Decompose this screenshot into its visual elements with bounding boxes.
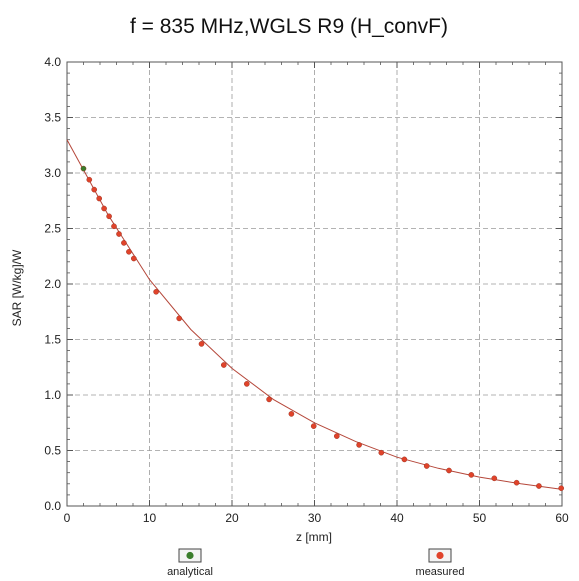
measured-point [101,205,107,212]
x-tick-label: 10 [143,511,157,525]
measured-point [116,231,122,237]
measured-point [106,213,112,220]
y-tick-label: 4.0 [44,55,61,69]
measured-point [536,483,542,489]
y-tick-label: 0.0 [44,499,61,513]
legend-label: measured [416,566,465,578]
measured-point [86,176,93,183]
measured-point [111,223,117,230]
y-tick-label: 2.5 [44,222,61,236]
tick-marks [66,61,563,507]
measured-point [96,195,102,202]
y-tick-label: 2.0 [44,277,61,291]
measured-point [401,456,408,463]
measured-point [446,467,452,474]
x-tick-label: 0 [64,511,71,525]
x-tick-label: 20 [225,511,239,525]
measured-point [378,449,385,456]
data-points [80,165,565,492]
measured-point [266,396,272,403]
y-tick-label: 1.5 [44,333,61,347]
x-tick-label: 50 [473,511,487,525]
chart-title: f = 835 MHz,WGLS R9 (H_convF) [130,15,448,38]
measured-point [220,362,227,368]
x-tick-label: 60 [555,511,569,525]
measured-point [513,479,520,486]
y-axis-label: SAR [W/kg]/W [10,249,24,326]
y-tick-label: 1.0 [44,388,61,402]
measured-point [91,186,97,193]
analytical-curve [66,139,563,490]
legend: analytical measured [167,548,465,578]
x-tick-labels: 0 10 20 30 40 50 60 [64,511,569,525]
y-tick-label: 0.5 [44,444,61,458]
measured-point [333,433,340,439]
measured-point [243,381,250,387]
measured-point [288,411,295,417]
measured-point [176,315,182,322]
legend-marker [186,551,194,560]
measured-point [491,475,498,482]
y-tick-label: 3.5 [44,111,61,125]
measured-point [558,485,565,492]
measured-point [126,248,132,255]
measured-point [130,255,137,262]
measured-point [121,240,127,246]
legend-label: analytical [167,566,213,578]
measured-point [198,341,205,347]
measured-point [356,442,362,448]
legend-marker [436,551,444,560]
measured-point [423,463,430,469]
measured-point [310,423,317,429]
x-tick-label: 40 [390,511,404,525]
measured-point [153,288,159,295]
y-tick-label: 3.0 [44,166,61,180]
measured-point [468,472,475,478]
x-tick-label: 30 [308,511,322,525]
x-axis-label: z [mm] [296,530,332,544]
y-tick-labels: 0.0 0.5 1.0 1.5 2.0 2.5 3.0 3.5 4.0 [44,55,61,513]
grid [67,62,562,506]
analytical-point [80,165,87,172]
